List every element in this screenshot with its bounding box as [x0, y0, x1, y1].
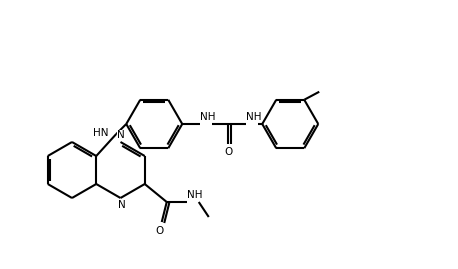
Text: NH: NH — [187, 190, 202, 200]
Text: O: O — [156, 226, 164, 236]
Text: NH: NH — [246, 112, 262, 122]
Text: HN: HN — [93, 128, 108, 138]
Text: O: O — [224, 147, 232, 157]
Text: N: N — [118, 200, 125, 210]
Text: N: N — [117, 130, 125, 140]
Text: NH: NH — [200, 112, 216, 122]
